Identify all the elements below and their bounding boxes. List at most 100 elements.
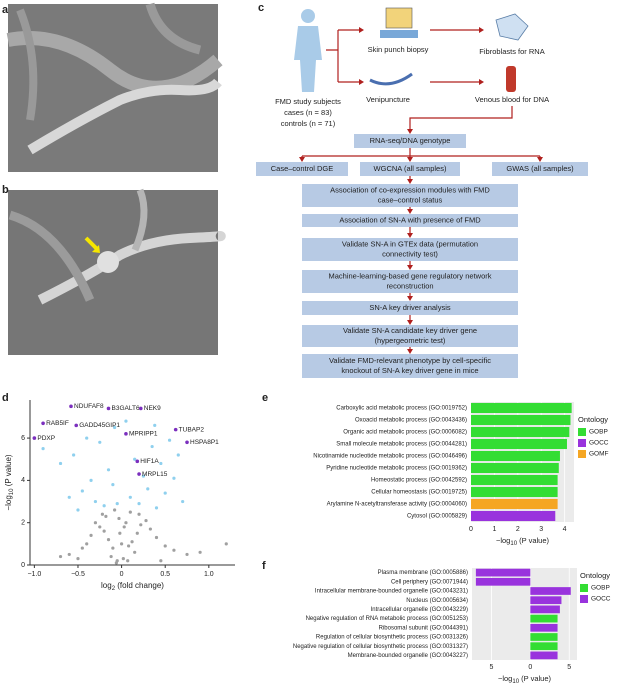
subject-text: controls (n = 71) bbox=[281, 119, 336, 128]
point bbox=[139, 523, 143, 527]
step-box bbox=[302, 238, 518, 261]
point bbox=[137, 512, 141, 516]
point bbox=[104, 514, 108, 518]
arrow-head bbox=[479, 79, 484, 85]
point bbox=[163, 544, 167, 548]
category-label: Nicotinamide nucleotide metabolic proces… bbox=[313, 454, 467, 460]
x-tick-label: 1 bbox=[492, 526, 496, 533]
category-label: Plasma membrane (GO:0005886) bbox=[378, 570, 468, 576]
point bbox=[133, 457, 137, 461]
x-tick-label: −1.0 bbox=[27, 571, 41, 578]
legend-title: Ontology bbox=[580, 571, 610, 580]
point bbox=[121, 557, 125, 561]
analysis-text: WGCNA (all samples) bbox=[374, 164, 447, 173]
point bbox=[153, 423, 157, 427]
x-axis-label-part: log bbox=[101, 581, 112, 590]
arrow-head bbox=[407, 349, 413, 354]
gene-label: NDUFAF8 bbox=[74, 403, 104, 410]
step-box bbox=[302, 270, 518, 293]
step-text: Machine-learning-based gene regulatory n… bbox=[328, 271, 491, 280]
point bbox=[41, 447, 45, 451]
category-label: Negative regulation of cellular biosynth… bbox=[293, 644, 468, 650]
category-label: Intracellular membrane-bounded organelle… bbox=[315, 589, 468, 595]
category-label: Arylamine N-acetyltransferase activity (… bbox=[327, 502, 467, 508]
highlight-point bbox=[185, 440, 189, 445]
highlight-point bbox=[137, 472, 141, 476]
point bbox=[128, 495, 132, 499]
bar bbox=[471, 498, 558, 510]
bar bbox=[471, 486, 558, 498]
gene-label: MRPL15 bbox=[142, 471, 168, 478]
legend-swatch bbox=[580, 595, 588, 603]
point bbox=[80, 546, 84, 550]
point bbox=[111, 483, 115, 487]
gene-label: RAB5IF bbox=[46, 420, 69, 427]
gene-label: TUBAP2 bbox=[179, 426, 205, 433]
step-box bbox=[302, 354, 518, 378]
category-label: Cytosol (GO:0005829) bbox=[407, 514, 467, 520]
legend-swatch bbox=[578, 428, 586, 436]
x-tick-label: 0 bbox=[528, 664, 532, 671]
step-box bbox=[302, 214, 518, 227]
bar bbox=[530, 605, 560, 614]
analysis-box bbox=[360, 162, 460, 176]
point bbox=[102, 529, 106, 533]
category-label: Nucleus (GO:0005634) bbox=[406, 598, 468, 604]
point bbox=[128, 510, 132, 514]
analysis-text: Case–control DGE bbox=[271, 164, 334, 173]
point bbox=[122, 525, 126, 529]
point bbox=[172, 548, 176, 552]
x-axis-label-part: 10 bbox=[510, 541, 517, 547]
highlight-point bbox=[135, 459, 140, 464]
genotype-box bbox=[354, 134, 466, 148]
point bbox=[154, 535, 159, 540]
highlight-point bbox=[106, 406, 111, 411]
y-tick-label: 6 bbox=[21, 435, 25, 442]
x-axis-label: −log10 (P value) bbox=[498, 674, 552, 685]
highlight-point bbox=[69, 404, 73, 409]
point bbox=[224, 542, 228, 546]
point bbox=[117, 516, 121, 521]
point bbox=[111, 546, 115, 550]
y-axis-label-part: 10 bbox=[9, 488, 15, 495]
point bbox=[163, 491, 167, 495]
bar bbox=[475, 577, 531, 586]
point bbox=[124, 419, 128, 423]
point bbox=[89, 533, 93, 537]
step-text: connectivity test) bbox=[382, 249, 438, 258]
point bbox=[126, 544, 131, 548]
y-tick-label: 2 bbox=[21, 520, 25, 527]
x-tick-label: 5 bbox=[567, 664, 571, 671]
category-label: Organic acid metabolic process (GO:00060… bbox=[343, 430, 467, 436]
point bbox=[100, 512, 105, 516]
point bbox=[176, 453, 180, 457]
highlight-point bbox=[124, 432, 128, 436]
point bbox=[89, 478, 93, 482]
bar bbox=[471, 426, 570, 438]
panel-label: d bbox=[2, 392, 9, 404]
category-label: Cellular homeostasis (GO:0019725) bbox=[371, 490, 467, 496]
arrow-head bbox=[359, 27, 364, 33]
point bbox=[114, 561, 118, 565]
point bbox=[67, 552, 71, 557]
x-axis-label-part: (P value) bbox=[519, 674, 551, 683]
bar bbox=[471, 414, 571, 426]
legend-swatch bbox=[578, 450, 586, 458]
legend-label: GOCC bbox=[591, 596, 611, 603]
x-tick-label: 0.5 bbox=[160, 571, 170, 578]
sample-text: Skin punch biopsy bbox=[368, 45, 429, 54]
legend-label: GOBP bbox=[589, 429, 608, 436]
point bbox=[80, 489, 84, 493]
category-label: Cell periphery (GO:0071944) bbox=[391, 579, 468, 585]
product-text: Venous blood for DNA bbox=[475, 95, 549, 104]
gene-label: B3GALT6 bbox=[112, 405, 140, 412]
point bbox=[76, 508, 80, 512]
arrow-head bbox=[407, 129, 413, 134]
category-label: Regulation of cellular biosynthetic proc… bbox=[316, 635, 468, 641]
arrow-head bbox=[407, 296, 413, 301]
analysis-text: GWAS (all samples) bbox=[506, 164, 574, 173]
sample-text: Venipuncture bbox=[366, 95, 410, 104]
x-tick-label: −0.5 bbox=[71, 571, 85, 578]
gene-label: GADD45GIP1 bbox=[79, 422, 120, 429]
